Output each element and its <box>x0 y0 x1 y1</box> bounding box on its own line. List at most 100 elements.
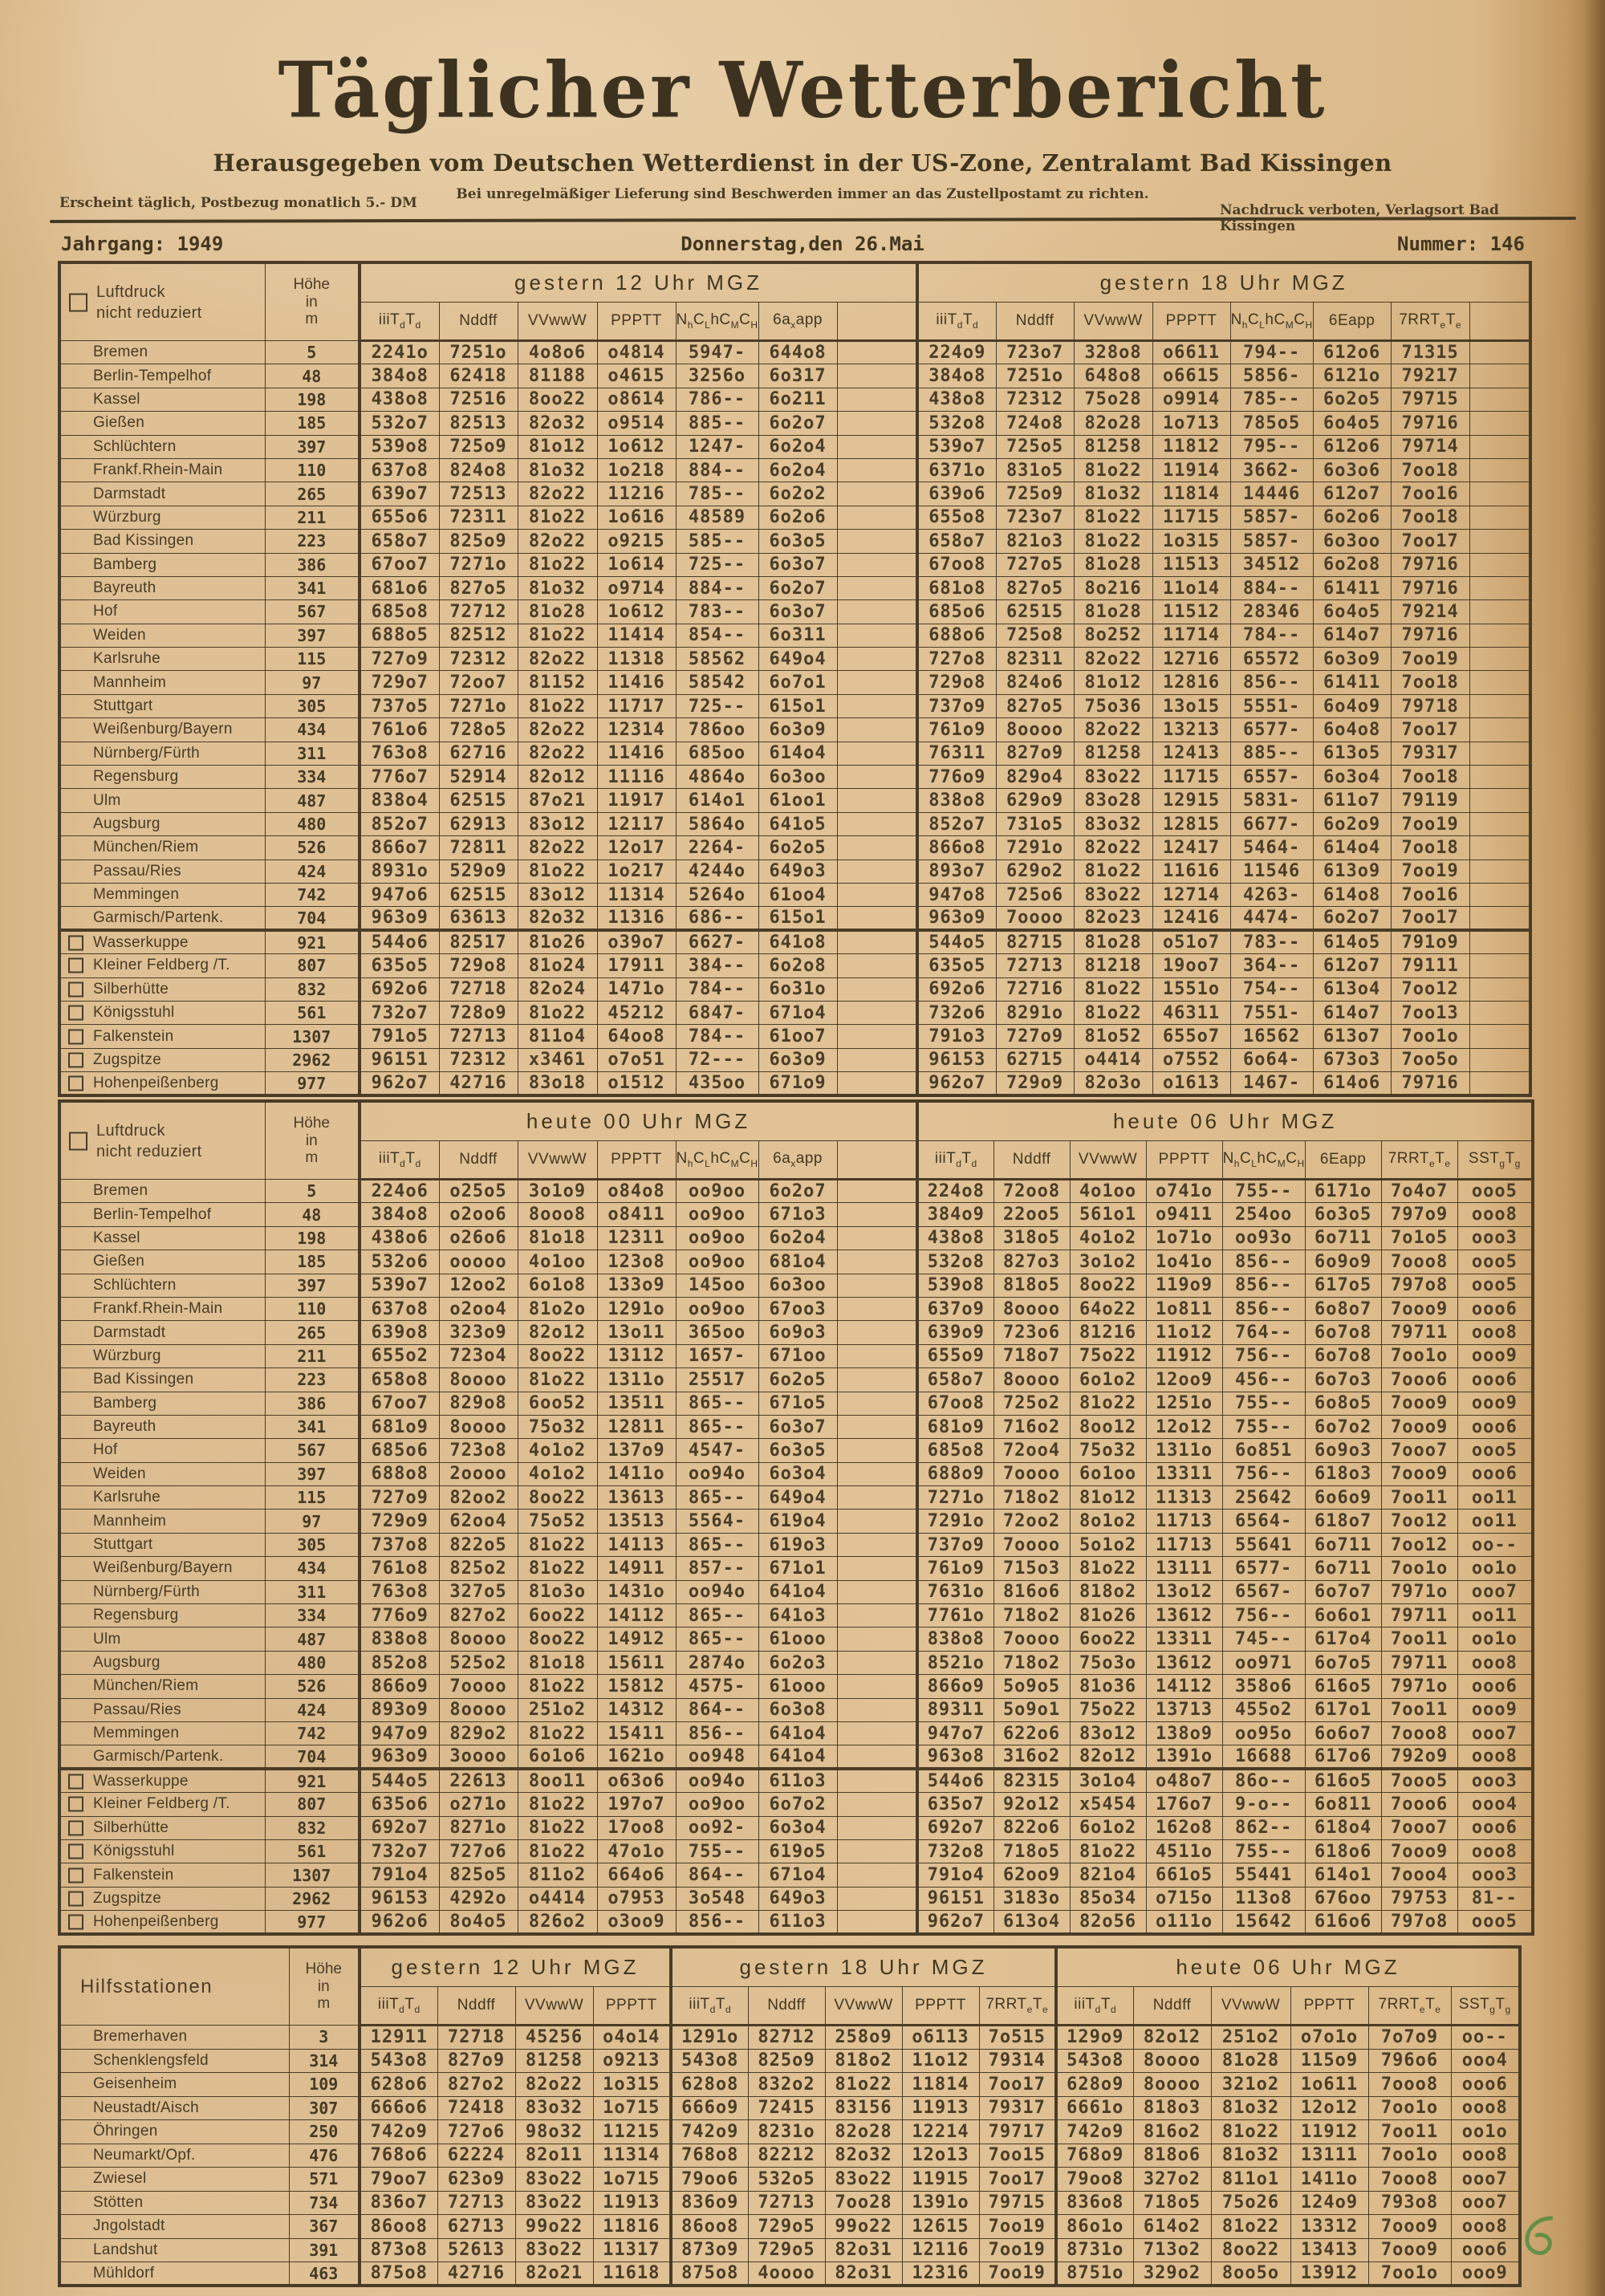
station-cell: Silberhütte <box>59 977 266 1002</box>
group-title: heute 00 Uhr MGZ <box>357 1100 918 1141</box>
value-cell: 64oo8 <box>596 1024 677 1049</box>
value-cell: 639o7 <box>358 482 440 506</box>
value-cell: o25o5 <box>438 1178 518 1204</box>
blank-cell <box>836 364 918 388</box>
value-cell: 2264- <box>675 835 759 860</box>
blank-cell <box>1469 693 1531 719</box>
value-cell: 4o1o2 <box>1069 1225 1147 1251</box>
value-cell: 628o6 <box>358 2072 438 2097</box>
value-cell: 7761o <box>916 1603 994 1628</box>
value-cell: 649o4 <box>758 647 838 672</box>
value-cell: ooo6 <box>1457 1461 1534 1487</box>
value-cell: 671o1 <box>758 1556 838 1581</box>
height-cell: 561 <box>264 1839 360 1864</box>
value-cell: 963o9 <box>358 906 440 931</box>
value-cell: o6113 <box>901 2025 980 2050</box>
value-cell: 12615 <box>901 2214 980 2239</box>
blank-cell <box>836 977 918 1002</box>
value-cell: 72716 <box>995 977 1075 1002</box>
value-cell: 783-- <box>1229 929 1314 955</box>
value-cell: ooo3 <box>1457 1863 1534 1888</box>
value-cell: 13o12 <box>1145 1579 1223 1605</box>
header-row-columns: iiiTdTd Nddff VVwwW PPPTT iiiTdTd Nddff VVwwW P… <box>59 1986 1521 2026</box>
value-cell: 4474- <box>1229 906 1314 931</box>
station-cell: Weiden <box>59 623 266 648</box>
value-cell: 137o9 <box>596 1438 677 1463</box>
value-cell: 821o3 <box>995 529 1075 554</box>
station-cell: München/Riem <box>59 835 266 860</box>
value-cell: 856-- <box>1221 1273 1306 1298</box>
value-cell: 67oo8 <box>916 552 997 577</box>
height-cell: 223 <box>264 529 360 554</box>
value-cell: 6o6o1 <box>1304 1603 1382 1628</box>
height-cell: 567 <box>264 1438 360 1463</box>
station-cell: Nürnberg/Fürth <box>59 741 266 766</box>
value-cell: 4244o <box>675 859 759 884</box>
value-cell: 5o9o5 <box>993 1674 1071 1699</box>
checkbox-icon <box>68 1005 83 1021</box>
station-cell: Neumarkt/Opf. <box>59 2143 290 2168</box>
value-cell: 6o7o3 <box>1304 1367 1382 1392</box>
value-cell: 784-- <box>1229 623 1314 648</box>
station-cell: Augsburg <box>59 1650 266 1676</box>
value-cell: 1621o <box>596 1745 677 1770</box>
value-cell: ooo8 <box>1457 1745 1534 1770</box>
table-row: Wasserkuppe 921 544o6 82517 81o26 o39o7 6627- 6… <box>59 929 1531 955</box>
value-cell: 838o8 <box>916 788 997 813</box>
value-cell: 12316 <box>901 2261 980 2286</box>
value-cell: 539o8 <box>916 1273 994 1298</box>
value-cell: 7ooo7 <box>1380 1815 1458 1840</box>
value-cell: 83o22 <box>514 2190 594 2215</box>
value-cell: o2oo6 <box>438 1202 518 1227</box>
value-cell: 12116 <box>901 2237 980 2262</box>
column-label: iiiTdTd <box>916 302 997 342</box>
value-cell: o6615 <box>1152 364 1231 388</box>
height-cell: 1307 <box>264 1863 360 1888</box>
column-label: 7RRTeTe <box>1390 302 1470 342</box>
blank-cell <box>836 788 918 813</box>
value-cell: 6577- <box>1229 717 1314 742</box>
station-cell: Bamberg <box>59 1391 266 1416</box>
value-cell: 836o7 <box>358 2190 438 2215</box>
value-cell: 7ooo9 <box>1380 1461 1458 1487</box>
value-cell: 3oooo <box>438 1745 518 1770</box>
value-cell: 963o8 <box>916 1745 994 1770</box>
table-row: Bremerhaven 3 12911 72718 45256 o4o14 1291o 827… <box>59 2025 1521 2050</box>
station-cell: Kleiner Feldberg /T. <box>59 1792 266 1817</box>
value-cell: 62oo9 <box>993 1863 1071 1888</box>
height-cell: 265 <box>264 1320 360 1345</box>
height-cell: 334 <box>264 1603 360 1628</box>
value-cell: 72713 <box>437 2190 516 2215</box>
value-cell: 544o6 <box>916 1767 994 1794</box>
value-cell: 81o32 <box>517 457 598 483</box>
value-cell: 816o6 <box>993 1579 1071 1605</box>
value-cell: 5856- <box>1229 364 1314 388</box>
value-cell: 6o7o8 <box>1304 1320 1382 1345</box>
value-cell: 81o3o <box>517 1579 598 1605</box>
value-cell: 124o9 <box>1290 2190 1369 2215</box>
value-cell: 13311 <box>1145 1627 1223 1652</box>
value-cell: ooo8 <box>1450 2095 1521 2120</box>
value-cell: 614o4 <box>758 741 838 766</box>
value-cell: 67oo7 <box>358 1391 440 1416</box>
value-cell: 561o1 <box>1069 1202 1147 1227</box>
value-cell: 963o9 <box>916 906 997 931</box>
value-cell: 768o8 <box>669 2143 749 2168</box>
checkbox-icon <box>68 1867 83 1884</box>
value-cell: 6o1o6 <box>517 1745 598 1770</box>
value-cell: 6o2o4 <box>758 1225 838 1251</box>
value-cell: 649o4 <box>758 1485 838 1510</box>
value-cell: 6oo52 <box>517 1391 598 1416</box>
value-cell: 6o3o7 <box>758 1414 838 1440</box>
value-cell: 532o7 <box>358 411 440 436</box>
value-cell: 827o5 <box>438 575 518 601</box>
height-cell: 305 <box>264 1532 360 1558</box>
checkbox-icon <box>69 1132 87 1150</box>
table-row: Kassel 198 438o6 o26o6 81o18 12311 oo9oo 6o2o4 4… <box>59 1225 1534 1251</box>
value-cell: ooo4 <box>1450 2048 1521 2073</box>
value-cell: 79715 <box>1390 387 1470 412</box>
value-cell: o48o7 <box>1145 1767 1223 1794</box>
value-cell: 81o22 <box>517 693 598 719</box>
table-row: Augsburg 480 852o8 525o2 81o18 15611 2874o 6o2o… <box>59 1650 1534 1676</box>
value-cell: 7o7o9 <box>1367 2025 1452 2050</box>
